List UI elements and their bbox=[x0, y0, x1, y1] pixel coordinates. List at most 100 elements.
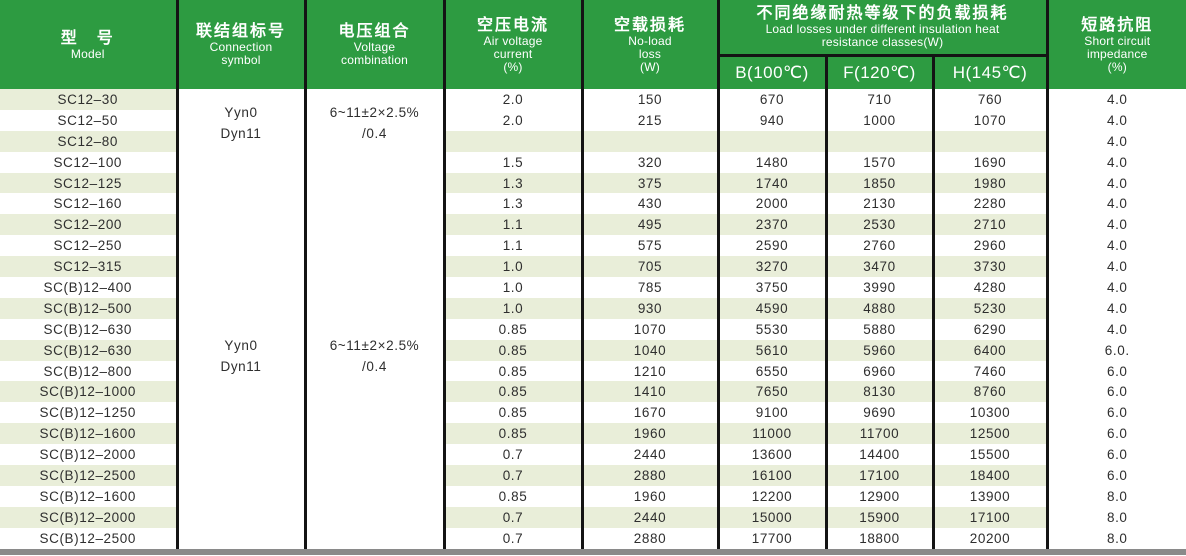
cell-impedance: 4.0 bbox=[1045, 151, 1186, 173]
cell-air-current: 0.85 bbox=[442, 360, 582, 382]
cell-loss-b100: 15000 bbox=[716, 506, 826, 528]
cell-model: SC(B)12–1600 bbox=[39, 488, 136, 504]
table-row: SC(B)12–2500 0.7 2880 16100 17100 18400 6.0 bbox=[0, 465, 1186, 486]
header-impedance-en1: Short circuit bbox=[1084, 33, 1151, 48]
cell-impedance: 6.0 bbox=[1045, 381, 1186, 403]
cell-air-current: 1.0 bbox=[442, 256, 582, 278]
cell-model: SC12–100 bbox=[53, 154, 123, 170]
cell-loss-h145: 7460 bbox=[931, 360, 1048, 382]
cell-model: SC12–315 bbox=[0, 256, 177, 278]
cell-air-current: 0.85 bbox=[442, 381, 582, 403]
cell-air-current: 0.7 bbox=[442, 527, 582, 549]
header-impedance-en2: impedance bbox=[1087, 46, 1148, 61]
table-row: SC(B)12–630 0.85 1070 5530 5880 6290 4.0 bbox=[0, 318, 1186, 340]
cell-connection-symbol: Yyn0 Dyn11 Yyn0 Dyn11 bbox=[175, 89, 305, 549]
cell-air-current: 0.85 bbox=[442, 485, 582, 507]
cell-model: SC(B)12–630 bbox=[43, 321, 132, 337]
cell-noload-loss: 1960 bbox=[580, 485, 718, 507]
cell-loss-b100 bbox=[716, 130, 826, 152]
cell-noload-loss: 2440 bbox=[580, 444, 718, 466]
cell-impedance: 6.0. bbox=[1045, 339, 1186, 361]
cell-loss-b100: 2370 bbox=[716, 214, 826, 236]
cell-loss-h145: 3730 bbox=[931, 256, 1048, 278]
cell-model: SC12–80 bbox=[0, 130, 177, 152]
cell-air-current: 0.85 bbox=[442, 402, 582, 424]
cell-loss-h145: 8760 bbox=[931, 381, 1048, 403]
cell-noload-loss: 1070 bbox=[580, 318, 718, 340]
cell-loss-h145: 1070 bbox=[931, 109, 1048, 131]
header-subcol-f120: F(120℃) bbox=[824, 55, 933, 89]
cell-loss-f120: 14400 bbox=[824, 444, 933, 466]
cell-impedance: 4.0 bbox=[1045, 256, 1186, 278]
cell-model: SC12–160 bbox=[53, 196, 123, 212]
header-air-en2: current bbox=[493, 46, 533, 61]
cell-loss-b100: 940 bbox=[716, 109, 826, 131]
header-connection-en2: symbol bbox=[221, 53, 261, 67]
header-connection-zh: 联结组标号 bbox=[195, 23, 286, 40]
cell-loss-h145: 2960 bbox=[931, 235, 1048, 257]
cell-loss-h145: 6400 bbox=[931, 339, 1048, 361]
cell-air-current: 0.7 bbox=[442, 465, 582, 486]
cell-model: SC(B)12–630 bbox=[0, 339, 177, 361]
cell-model: SC12–250 bbox=[53, 238, 123, 254]
cell-impedance: 6.0 bbox=[1045, 444, 1186, 466]
header-short-circuit-impedance: 短路抗阻 Short circuit impedance (%) bbox=[1045, 0, 1186, 89]
header-noload-en1: No-load bbox=[628, 33, 672, 48]
header-air-en3: (%) bbox=[503, 59, 523, 74]
cell-model: SC(B)12–2500 bbox=[0, 465, 177, 486]
cell-model: SC12–125 bbox=[0, 172, 177, 194]
header-air-current: 空压电流 Air voltage current (%) bbox=[442, 0, 582, 89]
cell-loss-h145: 18400 bbox=[931, 465, 1048, 486]
cell-loss-h145: 1980 bbox=[931, 172, 1048, 194]
header-model-en: Model bbox=[70, 46, 105, 61]
cell-loss-f120 bbox=[824, 130, 933, 152]
table-row: SC12–200 1.1 495 2370 2530 2710 4.0 bbox=[0, 214, 1186, 236]
cell-loss-f120: 2760 bbox=[824, 235, 933, 257]
cell-loss-f120: 8130 bbox=[824, 381, 933, 403]
cell-voltage-combination-block-1: 6~11±2×2.5%/0.4 bbox=[329, 105, 420, 141]
cell-impedance: 4.0 bbox=[1045, 172, 1186, 194]
cell-loss-b100: 4590 bbox=[716, 297, 826, 319]
table-row: SC(B)12–1600 0.85 1960 12200 12900 13900 8.0 bbox=[0, 485, 1186, 507]
table-row: SC12–50 2.0 215 940 1000 1070 4.0 bbox=[0, 109, 1186, 131]
cell-noload-loss: 2880 bbox=[580, 465, 718, 486]
cell-loss-f120: 5960 bbox=[824, 339, 933, 361]
cell-noload-loss: 320 bbox=[580, 151, 718, 173]
table-row: SC12–30 Yyn0 Dyn11 Yyn0 Dyn11 6~11±2×2.5%/0.4… bbox=[0, 89, 1186, 549]
table-row: SC12–160 1.3 430 2000 2130 2280 4.0 bbox=[0, 193, 1186, 215]
header-impedance-zh: 短路抗阻 bbox=[1081, 16, 1154, 34]
table-row: SC(B)12–1000 0.85 1410 7650 8130 8760 6.0 bbox=[0, 381, 1186, 403]
cell-impedance: 6.0 bbox=[1045, 423, 1186, 445]
cell-model: SC(B)12–2000 bbox=[39, 447, 136, 463]
cell-loss-f120: 11700 bbox=[824, 423, 933, 445]
cell-loss-b100: 1740 bbox=[716, 172, 826, 194]
cell-loss-f120: 15900 bbox=[824, 506, 933, 528]
header-group-zh: 不同绝缘耐热等级下的负载损耗 bbox=[756, 5, 1009, 23]
cell-air-current: 0.7 bbox=[442, 506, 582, 528]
table-row: SC12–315 1.0 705 3270 3470 3730 4.0 bbox=[0, 256, 1186, 278]
cell-loss-f120: 5880 bbox=[824, 318, 933, 340]
cell-loss-h145: 10300 bbox=[931, 402, 1048, 424]
header-voltage-combination: 电压组合 Voltage combination bbox=[303, 0, 444, 89]
cell-noload-loss: 2880 bbox=[580, 527, 718, 549]
cell-noload-loss: 575 bbox=[580, 235, 718, 257]
header-subcol-h145: H(145℃) bbox=[931, 55, 1048, 89]
header-group-en2: resistance classes(W) bbox=[821, 35, 944, 50]
header-model: 型 号 Model bbox=[0, 0, 177, 89]
cell-loss-f120: 3990 bbox=[824, 277, 933, 298]
cell-connection-symbol-block-1: Yyn0 Dyn11 bbox=[220, 105, 262, 141]
cell-loss-f120: 1000 bbox=[824, 109, 933, 131]
cell-air-current: 1.1 bbox=[442, 214, 582, 236]
cell-impedance: 4.0 bbox=[1045, 235, 1186, 257]
cell-impedance: 8.0 bbox=[1045, 485, 1186, 507]
cell-air-current: 0.85 bbox=[442, 318, 582, 340]
cell-loss-b100: 17700 bbox=[716, 527, 826, 549]
header-subcol-b100: B(100℃) bbox=[716, 55, 826, 89]
cell-connection-symbol-block-2: Yyn0 Dyn11 bbox=[220, 338, 262, 374]
cell-model: SC(B)12–400 bbox=[43, 279, 132, 295]
header-noload-en3: (W) bbox=[640, 59, 660, 74]
header-impedance-en3: (%) bbox=[1107, 59, 1127, 74]
cell-noload-loss: 1960 bbox=[580, 423, 718, 445]
cell-air-current: 1.1 bbox=[442, 235, 582, 257]
